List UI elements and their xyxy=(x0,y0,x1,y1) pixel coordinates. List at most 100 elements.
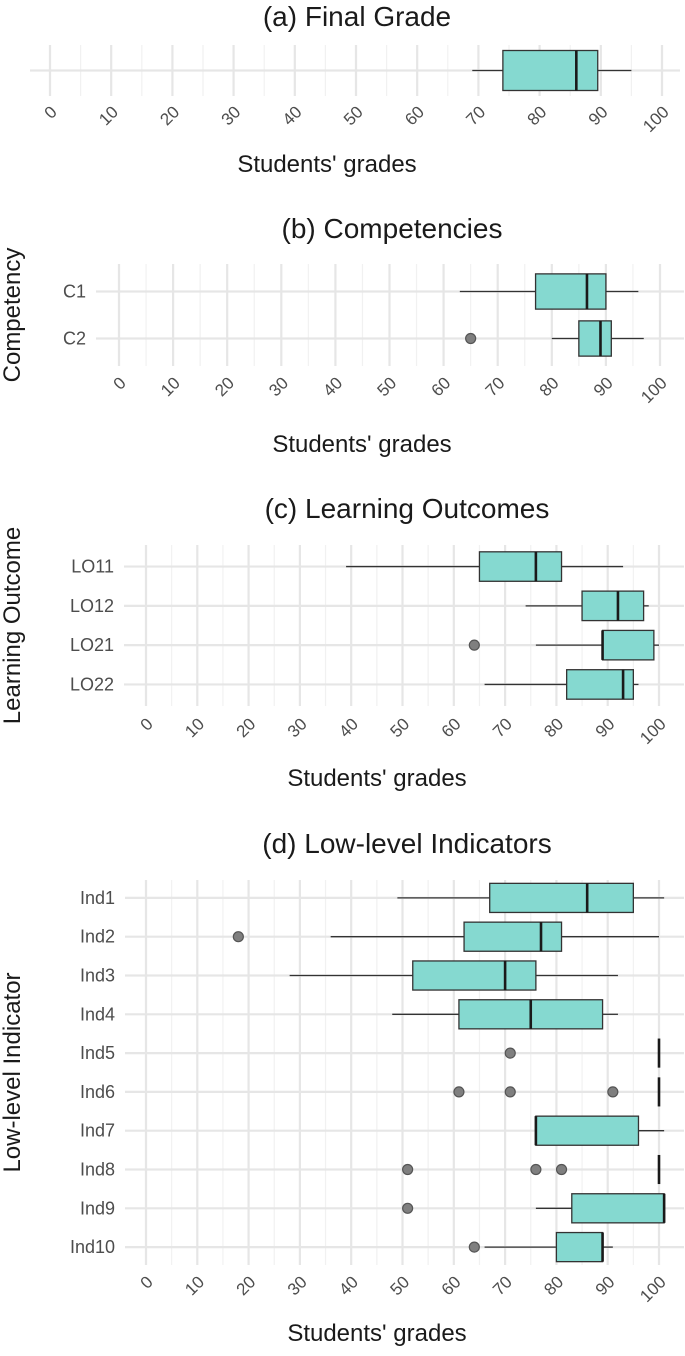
boxplot-Ind7 xyxy=(534,1115,665,1146)
x-tick-label: 70 xyxy=(489,714,516,741)
x-tick-label: 40 xyxy=(335,1272,362,1299)
boxplot-Ind3 xyxy=(289,960,618,991)
x-tick-label: 70 xyxy=(482,373,509,400)
x-tick-label: 80 xyxy=(524,102,551,129)
boxplot-Ind6 xyxy=(453,1077,661,1107)
x-tick-label: 80 xyxy=(540,1272,567,1299)
x-tick-label: 0 xyxy=(110,373,130,393)
x-tick-label: 90 xyxy=(592,1272,619,1299)
iqr-box xyxy=(535,1115,640,1146)
boxplot-final-grade xyxy=(472,49,632,92)
x-tick-label: 100 xyxy=(636,1272,669,1305)
x-tick-label: 0 xyxy=(137,1272,157,1292)
x-tick-label: 70 xyxy=(462,102,489,129)
iqr-box xyxy=(555,1231,604,1263)
outlier-point xyxy=(468,639,480,651)
category-label: Ind4 xyxy=(80,1004,115,1024)
boxplot-Ind9 xyxy=(402,1193,666,1224)
iqr-box xyxy=(581,590,645,622)
iqr-box xyxy=(478,551,563,582)
chart-title: (b) Competencies xyxy=(282,213,503,244)
x-tick-label: 60 xyxy=(428,373,455,400)
iqr-box xyxy=(489,882,634,914)
chart-panel-2: C1 C2 0 10 20 30 40 50 60 70 80 90 100 (b) Competenci… xyxy=(0,213,684,458)
chart-panel-1: 0 10 20 30 40 50 60 70 80 90 100 (a) Final Grade Stu… xyxy=(30,1,680,178)
outlier-point xyxy=(453,1086,465,1098)
outlier-point xyxy=(555,1163,568,1176)
x-tick-label: 30 xyxy=(218,102,245,129)
iqr-box xyxy=(534,273,607,310)
x-tick-label: 100 xyxy=(637,373,670,406)
x-tick-label: 10 xyxy=(181,1272,208,1299)
category-label: LO11 xyxy=(71,557,114,577)
x-tick-label: 100 xyxy=(639,102,672,135)
iqr-box xyxy=(601,629,655,661)
x-tick-label: 90 xyxy=(585,102,612,129)
x-tick-label: 30 xyxy=(284,1272,311,1299)
outlier-point xyxy=(232,931,244,943)
x-tick-label: 60 xyxy=(401,102,428,129)
chart-panel-4: Ind1 Ind2 Ind3 Ind4 Ind5 Ind6 Ind7 Ind8 Ind9 Ind1… xyxy=(0,828,684,1347)
x-tick-label: 90 xyxy=(590,373,617,400)
boxplot-Ind1 xyxy=(397,882,665,914)
boxplot-LO22 xyxy=(484,669,639,700)
x-tick-label: 30 xyxy=(265,373,292,400)
y-axis-label: Low-level Indicator xyxy=(0,972,26,1172)
chart-panel-3: LO11 LO12 LO21 LO22 0 10 20 30 40 50 60 70 80 90 100 (c… xyxy=(0,493,684,792)
iqr-box xyxy=(502,49,599,92)
outlier-point xyxy=(468,1241,480,1253)
x-tick-label: 20 xyxy=(211,373,238,400)
boxplot-LO21 xyxy=(468,629,659,661)
iqr-box xyxy=(463,921,563,952)
x-tick-label: 50 xyxy=(340,102,367,129)
x-axis-label: Students' grades xyxy=(287,1320,466,1347)
category-label: Ind7 xyxy=(80,1121,115,1141)
category-label: Ind10 xyxy=(70,1237,115,1257)
category-label: Ind9 xyxy=(80,1198,115,1218)
boxplot-C1 xyxy=(459,273,639,310)
x-tick-label: 20 xyxy=(156,102,183,129)
x-tick-label: 80 xyxy=(536,373,563,400)
x-tick-label: 30 xyxy=(284,714,311,741)
outlier-point xyxy=(607,1086,619,1098)
x-axis-label: Students' grades xyxy=(287,765,466,792)
iqr-box xyxy=(412,960,537,991)
x-tick-label: 10 xyxy=(181,714,208,741)
x-axis-label: Students' grades xyxy=(237,151,416,178)
outlier-point xyxy=(402,1163,414,1176)
x-tick-label: 60 xyxy=(438,714,465,741)
x-tick-label: 40 xyxy=(319,373,346,400)
outlier-point xyxy=(465,332,477,345)
category-label: Ind5 xyxy=(80,1043,115,1063)
boxplot-Ind5 xyxy=(504,1038,661,1068)
outlier-point xyxy=(530,1163,542,1176)
category-label: Ind2 xyxy=(80,927,115,947)
y-axis-label: Learning Outcome xyxy=(0,527,26,724)
category-label: C2 xyxy=(63,329,86,349)
x-tick-label: 20 xyxy=(233,1272,260,1299)
category-label: LO12 xyxy=(70,596,114,616)
chart-title: (d) Low-level Indicators xyxy=(262,828,551,859)
category-label: Ind1 xyxy=(80,888,115,908)
category-label: C1 xyxy=(63,282,86,302)
boxplot-LO12 xyxy=(525,590,649,622)
x-tick-label: 50 xyxy=(374,373,401,400)
iqr-box xyxy=(571,1193,665,1224)
category-label: Ind8 xyxy=(80,1160,115,1180)
x-tick-label: 10 xyxy=(95,102,122,129)
outlier-point xyxy=(504,1047,516,1059)
outlier-point xyxy=(504,1086,516,1098)
x-tick-label: 0 xyxy=(41,102,61,122)
x-tick-label: 40 xyxy=(335,714,362,741)
chart-title: (c) Learning Outcomes xyxy=(265,493,550,524)
x-tick-label: 50 xyxy=(387,714,414,741)
x-tick-label: 60 xyxy=(438,1272,465,1299)
x-tick-label: 10 xyxy=(157,373,184,400)
boxplot-Ind4 xyxy=(392,999,618,1030)
chart-title: (a) Final Grade xyxy=(263,1,451,32)
iqr-box xyxy=(578,320,612,357)
category-label: Ind3 xyxy=(80,966,115,986)
x-tick-label: 90 xyxy=(592,714,619,741)
x-axis-label: Students' grades xyxy=(272,431,451,458)
boxplot-LO11 xyxy=(346,551,624,582)
